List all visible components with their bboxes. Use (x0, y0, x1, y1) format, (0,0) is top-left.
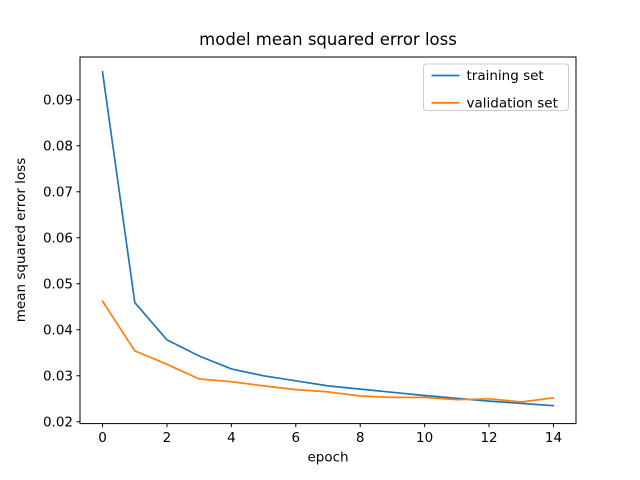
legend-label-validation: validation set (467, 95, 558, 111)
x-tick-label: 0 (98, 430, 107, 446)
x-tick-label: 14 (545, 430, 562, 446)
x-tick-label: 6 (291, 430, 300, 446)
x-tick-label: 12 (480, 430, 497, 446)
series-lines (101, 70, 555, 407)
y-tick-label: 0.02 (43, 415, 73, 431)
y-tick-label: 0.07 (43, 185, 73, 201)
legend: training set validation set (423, 63, 569, 111)
legend-label-training: training set (467, 68, 544, 84)
x-axis-label: epoch (307, 450, 348, 466)
validation-set-line (101, 300, 555, 403)
x-tick-label: 2 (163, 430, 172, 446)
y-tick-label: 0.09 (43, 93, 73, 109)
legend-box (423, 64, 569, 111)
y-tick-label: 0.08 (43, 139, 73, 155)
legend-border (423, 63, 569, 111)
x-tick-label: 8 (356, 430, 365, 446)
y-tick-label: 0.04 (43, 323, 73, 339)
y-tick-label: 0.03 (43, 369, 73, 385)
y-tick-label: 0.06 (43, 231, 73, 247)
x-tick-label: 4 (227, 430, 236, 446)
x-tick-label: 10 (416, 430, 433, 446)
axes: 0 2 4 6 8 10 12 14 0.02 0.03 0.04 0.05 0.06 0.07 0.08 0… (43, 56, 577, 446)
plot-border (79, 56, 577, 425)
y-tick-label: 0.05 (43, 277, 73, 293)
training-set-line (101, 70, 555, 407)
y-axis-label: mean squared error loss (13, 158, 29, 322)
chart-title: model mean squared error loss (199, 30, 457, 49)
